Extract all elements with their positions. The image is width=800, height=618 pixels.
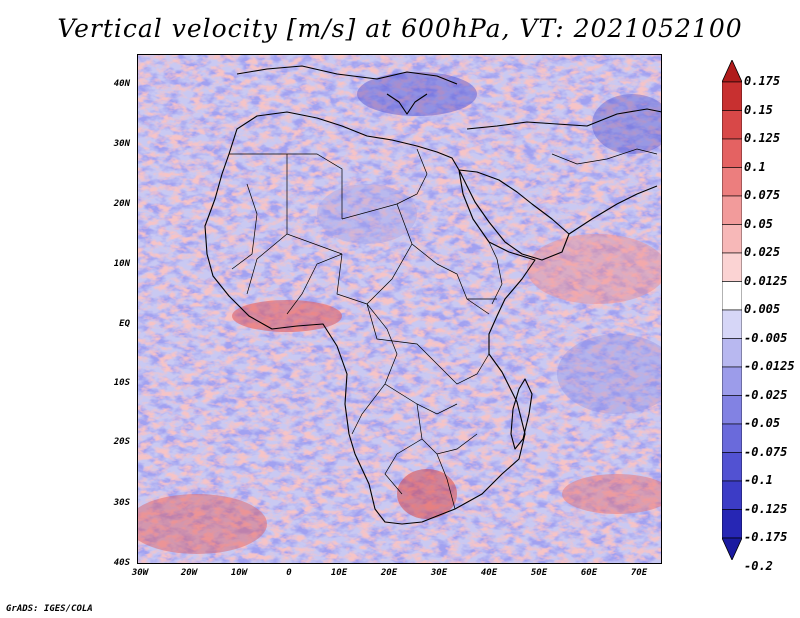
colorbar-swatch: [722, 81, 742, 111]
lon-tick-label: 10W: [230, 568, 248, 578]
colorbar-swatch: [722, 395, 742, 425]
lon-tick-label: 30E: [430, 568, 448, 578]
negative-anomaly-mediterranean: [357, 72, 477, 116]
colorbar-label: 0.075: [744, 188, 781, 202]
colorbar-label: -0.2: [744, 558, 773, 573]
lon-tick-label: 30W: [131, 568, 149, 578]
colorbar-label: -0.175: [744, 530, 788, 544]
colorbar-label: -0.005: [744, 330, 788, 345]
map-panel: [137, 54, 662, 564]
colorbar-label: 0.025: [744, 245, 781, 259]
lat-tick-label: 20N: [113, 199, 130, 209]
positive-anomaly-gulf-of-guinea: [232, 300, 342, 332]
lon-tick-label: 0: [286, 568, 292, 578]
lat-tick-label: 30N: [113, 139, 130, 149]
colorbar-bottom-arrow: [722, 537, 742, 560]
colorbar-swatch: [722, 366, 742, 396]
colorbar-swatch: [722, 167, 742, 197]
colorbar-label: -0.1: [744, 473, 773, 487]
colorbar-label: -0.075: [744, 444, 788, 459]
colorbar-label: 0.05: [744, 216, 773, 231]
colorbar-label: 0.175: [744, 74, 781, 88]
positive-anomaly-indian-ocean: [562, 474, 662, 514]
lon-tick-label: 20E: [380, 568, 398, 578]
colorbar-swatch: [722, 480, 742, 510]
asia-coast: [466, 108, 662, 130]
lon-tick-label: 40E: [480, 568, 498, 578]
colorbar-swatch: [722, 309, 742, 339]
lon-tick-label: 20W: [180, 568, 198, 578]
colorbar-swatch: [722, 509, 742, 539]
lat-tick-label: EQ: [119, 319, 130, 329]
colorbar-swatch: [722, 110, 742, 140]
positive-anomaly-south-atlantic: [137, 494, 267, 554]
balkans-coast: [386, 93, 428, 115]
colorbar-label: -0.05: [744, 416, 781, 430]
lat-tick-label: 30S: [113, 498, 130, 508]
lat-tick-label: 40S: [113, 558, 130, 568]
lat-tick-label: 20S: [113, 437, 130, 447]
coastlines: [204, 65, 662, 525]
velocity-field-map: [137, 54, 662, 564]
colorbar-label: 0.1: [744, 159, 766, 174]
colorbar-swatch: [722, 452, 742, 482]
colorbar-swatch: [722, 224, 742, 254]
colorbar: [722, 60, 742, 560]
country-borders: [229, 148, 658, 510]
lat-tick-label: 10N: [113, 259, 130, 269]
madagascar-outline: [510, 378, 533, 450]
colorbar-label: -0.0125: [744, 359, 795, 373]
positive-anomaly-arabian-sea: [527, 234, 662, 304]
lon-tick-label: 50E: [530, 568, 548, 578]
colorbar-swatch: [722, 281, 742, 311]
africa-outline: [204, 111, 536, 525]
lon-tick-label: 60E: [580, 568, 598, 578]
colorbar-swatch: [722, 195, 742, 225]
colorbar-label: -0.025: [744, 387, 788, 402]
lon-tick-label: 10E: [330, 568, 348, 578]
colorbar-label: 0.125: [744, 131, 781, 145]
colorbar-swatch: [722, 252, 742, 282]
colorbar-label: 0.005: [744, 302, 781, 316]
lon-tick-label: 70E: [630, 568, 648, 578]
arabia-outline: [458, 169, 570, 261]
colorbar-label: 0.0125: [744, 273, 788, 288]
europe-coast: [236, 65, 458, 85]
map-frame: [137, 54, 662, 564]
colorbar-swatch: [722, 138, 742, 168]
colorbar-top-arrow: [722, 60, 742, 83]
negative-anomaly-southwest-indian-ocean: [557, 334, 662, 414]
colorbar-label: -0.125: [744, 501, 788, 516]
chart-title: Vertical velocity [m/s] at 600hPa, VT: 2…: [57, 14, 743, 43]
colorbar-swatch: [722, 423, 742, 453]
grads-credit: GrADS: IGES/COLA: [6, 604, 93, 614]
colorbar-swatch: [722, 338, 742, 368]
velocity-texture: [137, 54, 662, 564]
positive-anomaly-south-africa: [397, 469, 457, 519]
lat-tick-label: 40N: [113, 79, 130, 89]
iran-pakistan-coast: [568, 185, 658, 235]
colorbar-label: 0.15: [744, 102, 773, 117]
lat-tick-label: 10S: [113, 378, 130, 388]
